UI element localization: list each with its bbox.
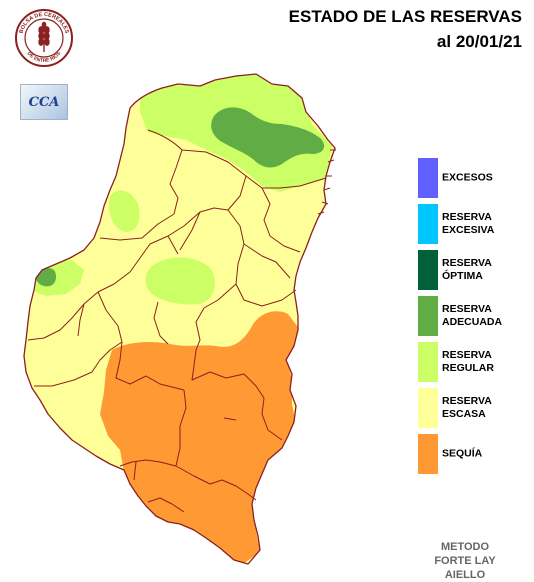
legend-label: RESERVA ADECUADA <box>442 303 503 328</box>
legend-item-reserva-optima: RESERVA ÓPTIMA <box>418 250 528 290</box>
zone-regular-west-lobe <box>108 190 140 232</box>
map-title: ESTADO DE LAS RESERVAS al 20/01/21 <box>289 4 522 54</box>
legend-label: EXCESOS <box>442 171 493 184</box>
date-text: al 20/01/21 <box>436 32 522 51</box>
legend-item-reserva-excesiva: RESERVA EXCESIVA <box>418 204 528 244</box>
legend-item-reserva-adecuada: RESERVA ADECUADA <box>418 296 528 336</box>
legend-swatch <box>418 204 438 244</box>
legend-label: RESERVA REGULAR <box>442 349 494 374</box>
legend-item-excesos: EXCESOS <box>418 158 528 198</box>
legend-swatch <box>418 388 438 428</box>
legend-label: RESERVA ESCASA <box>442 395 492 420</box>
legend-swatch <box>418 296 438 336</box>
bolsa-cereales-logo: BOLSA DE CEREALES DE ENTRE RIOS <box>15 9 73 67</box>
legend-swatch <box>418 434 438 474</box>
legend-item-sequia: SEQUÍA <box>418 434 528 474</box>
legend-item-reserva-escasa: RESERVA ESCASA <box>418 388 528 428</box>
legend-label: RESERVA ÓPTIMA <box>442 257 492 282</box>
title-text: ESTADO DE LAS RESERVAS <box>288 7 522 26</box>
zone-adecuada-north <box>211 107 325 168</box>
legend-swatch <box>418 342 438 382</box>
legend-swatch <box>418 250 438 290</box>
cca-logo-text: CCA <box>28 94 60 110</box>
province-outline <box>23 73 336 565</box>
east-river-ticks <box>317 149 336 215</box>
zone-regular-center <box>145 257 215 305</box>
legend-item-reserva-regular: RESERVA REGULAR <box>418 342 528 382</box>
legend-swatch <box>418 158 438 198</box>
zone-sequia <box>100 311 300 564</box>
legend-label: SEQUÍA <box>442 447 483 460</box>
department-borders <box>27 129 327 513</box>
legend-label: RESERVA EXCESIVA <box>442 211 495 236</box>
cca-logo: CCA <box>20 84 68 120</box>
wheat-icon <box>38 21 50 52</box>
